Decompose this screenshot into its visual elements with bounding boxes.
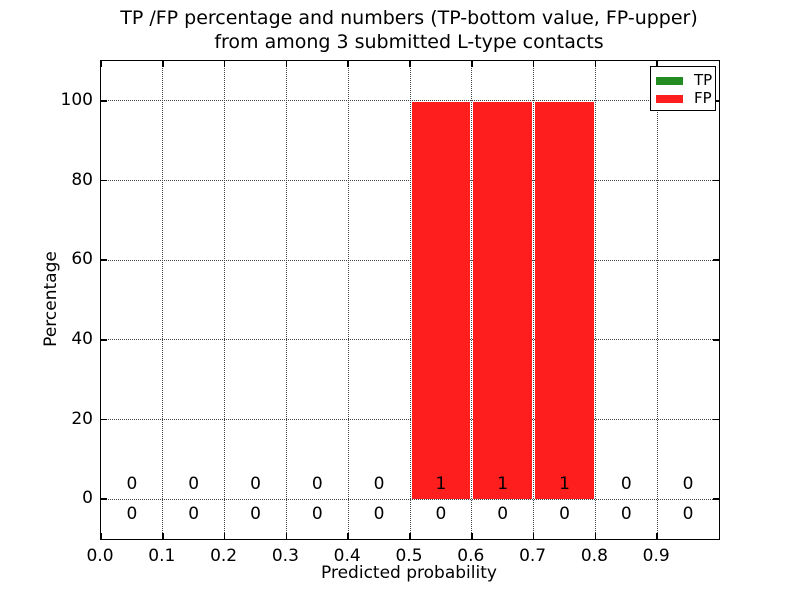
fp-count-label: 0: [188, 474, 200, 495]
chart-title-line2: from among 3 submitted L-type contacts: [214, 31, 604, 53]
x-axis-tick: [471, 533, 473, 539]
y-tick-label: 80: [71, 169, 93, 190]
fp-count-label: 0: [311, 474, 323, 495]
x-axis-label: Predicted probability: [321, 563, 497, 583]
x-tick-label: 0.5: [395, 546, 423, 566]
gridline-horizontal: [101, 100, 719, 102]
x-axis-tick-top: [285, 61, 288, 67]
x-tick-label: 0.3: [271, 546, 299, 566]
x-axis-tick-top: [223, 61, 226, 67]
tp-count-label: 0: [250, 504, 261, 525]
chart-title-line1: TP /FP percentage and numbers (TP-bottom…: [120, 7, 698, 29]
y-axis-tick-right: [713, 100, 719, 102]
fp-count-label: 0: [126, 474, 138, 495]
y-axis-tick-right: [713, 179, 719, 182]
bar-fp: [411, 101, 471, 500]
x-axis-tick-top: [409, 61, 411, 67]
y-tick-label: 0: [82, 488, 93, 509]
gridline-vertical: [409, 61, 411, 539]
gridline-horizontal: [101, 498, 719, 500]
gridline-horizontal: [101, 419, 719, 420]
x-axis-tick: [285, 533, 288, 539]
y-axis-tick: [101, 100, 107, 102]
x-axis-tick: [223, 533, 226, 539]
tp-count-label: 0: [126, 504, 138, 525]
y-tick-label: 100: [60, 89, 93, 110]
x-axis-tick: [347, 533, 349, 539]
fp-count-label: 0: [373, 474, 385, 495]
fp-count-label: 1: [497, 474, 509, 495]
y-tick-label: 20: [71, 408, 93, 429]
bar-fp: [473, 101, 533, 500]
x-axis-tick: [532, 533, 535, 539]
gridline-vertical: [656, 61, 658, 539]
x-axis-tick-top: [162, 61, 164, 67]
gridline-vertical: [594, 61, 596, 539]
tp-count-label: 0: [311, 504, 323, 525]
bar-fp: [535, 101, 594, 500]
gridline-horizontal: [101, 180, 719, 181]
legend-swatch-tp: [656, 76, 683, 85]
y-axis-tick: [101, 339, 107, 341]
x-axis-tick-top: [347, 61, 349, 67]
legend-row: FP: [656, 90, 715, 107]
gridline-vertical: [471, 61, 473, 539]
y-axis-tick: [101, 498, 107, 500]
legend-swatch-fp: [656, 94, 683, 103]
x-axis-tick: [656, 533, 658, 539]
fp-count-label: 0: [250, 474, 261, 495]
gridline-vertical: [285, 61, 287, 539]
x-tick-label: 0.0: [86, 546, 114, 566]
x-axis-tick-top: [532, 61, 535, 67]
y-axis-tick: [101, 179, 107, 182]
x-axis-tick: [409, 533, 411, 539]
fp-count-label: 0: [620, 474, 632, 495]
fp-count-label: 1: [435, 474, 447, 495]
gridline-vertical: [224, 61, 226, 539]
legend-row: TP: [656, 72, 715, 89]
fp-count-label: 1: [559, 474, 570, 495]
tp-count-label: 0: [620, 504, 632, 525]
y-axis-tick: [101, 259, 107, 261]
y-axis-tick-right: [713, 498, 719, 500]
tp-count-label: 0: [435, 504, 447, 525]
gridline-horizontal: [101, 339, 719, 341]
x-tick-label: 0.6: [457, 546, 485, 566]
x-axis-tick: [100, 533, 102, 539]
gridline-horizontal: [101, 259, 719, 261]
legend-label: TP: [694, 71, 713, 89]
x-axis-tick: [162, 533, 164, 539]
tp-count-label: 0: [373, 504, 385, 525]
y-tick-label: 40: [71, 328, 93, 349]
y-axis-tick-right: [713, 339, 719, 341]
y-axis-tick-right: [713, 259, 719, 261]
x-axis-tick-top: [594, 61, 597, 67]
tp-count-label: 0: [188, 504, 200, 525]
x-axis-tick-top: [471, 61, 473, 67]
tp-count-label: 0: [682, 504, 694, 525]
y-axis-tick-right: [713, 418, 719, 421]
legend: TP FP: [650, 66, 716, 111]
x-tick-label: 0.1: [148, 546, 176, 566]
x-tick-label: 0.2: [210, 546, 238, 566]
fp-count-label: 0: [682, 474, 694, 495]
legend-label: FP: [694, 89, 712, 107]
x-tick-label: 0.4: [333, 546, 361, 566]
x-tick-label: 0.9: [642, 546, 670, 566]
x-axis-tick: [594, 533, 597, 539]
x-axis-tick-top: [100, 61, 102, 67]
plot-area: TP FP 0 0 0 0 0 0 0 0 0 0 0 0 0 0 0 1 1 1 0 0: [100, 60, 720, 540]
tp-count-label: 0: [497, 504, 509, 525]
gridline-vertical: [347, 61, 349, 539]
gridline-vertical: [533, 61, 535, 539]
x-tick-label: 0.8: [580, 546, 608, 566]
gridline-vertical: [162, 61, 164, 539]
x-axis-tick-top: [656, 61, 658, 67]
tp-count-label: 0: [559, 504, 570, 525]
y-tick-label: 60: [71, 249, 93, 270]
chart-title: TP /FP percentage and numbers (TP-bottom…: [100, 6, 718, 54]
x-tick-label: 0.7: [519, 546, 547, 566]
y-axis-tick: [101, 418, 107, 421]
